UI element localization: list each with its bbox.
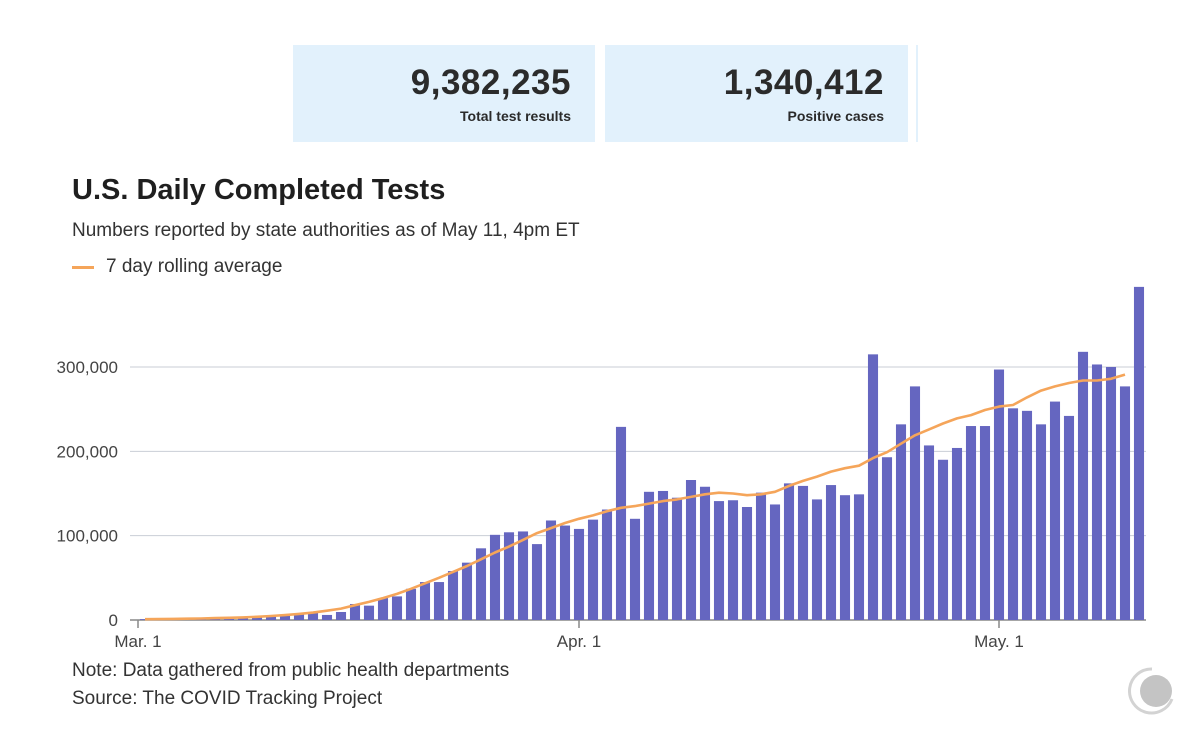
bar xyxy=(643,491,655,620)
bar xyxy=(433,582,445,620)
bar xyxy=(937,459,949,620)
bar xyxy=(461,562,473,620)
bar xyxy=(1021,410,1033,620)
bar xyxy=(1077,351,1089,620)
chart-source: Source: The COVID Tracking Project xyxy=(72,688,383,709)
y-tick-label: 0 xyxy=(109,611,118,630)
total-tests-label: Total test results xyxy=(460,108,571,124)
bar xyxy=(503,532,515,620)
y-tick-label: 200,000 xyxy=(57,442,118,461)
bar xyxy=(531,544,543,620)
positive-cases-card: 1,340,412 Positive cases xyxy=(605,45,908,142)
bar xyxy=(811,499,823,620)
y-tick-label: 100,000 xyxy=(57,527,118,546)
bar xyxy=(881,457,893,620)
bar xyxy=(839,495,851,620)
bar xyxy=(265,616,277,620)
y-tick-label: 300,000 xyxy=(57,358,118,377)
bar xyxy=(867,354,879,620)
bar xyxy=(825,485,837,620)
bar xyxy=(755,492,767,620)
x-tick-label: May. 1 xyxy=(974,632,1024,651)
chart-legend: 7 day rolling average xyxy=(72,256,282,278)
bar xyxy=(1133,286,1145,620)
bar xyxy=(545,520,557,620)
bar xyxy=(853,494,865,620)
total-tests-card: 9,382,235 Total test results xyxy=(293,45,595,142)
positive-cases-label: Positive cases xyxy=(787,108,884,124)
bar xyxy=(965,426,977,620)
x-tick-label: Mar. 1 xyxy=(114,632,161,651)
bar xyxy=(1119,386,1131,620)
bar xyxy=(993,369,1005,620)
bar xyxy=(783,483,795,620)
legend-line-swatch xyxy=(72,265,94,269)
bar xyxy=(1063,415,1075,620)
bar xyxy=(517,531,529,620)
bar xyxy=(629,518,641,620)
bar xyxy=(1049,401,1061,620)
bar xyxy=(363,605,375,620)
bar xyxy=(251,617,263,620)
bar xyxy=(335,611,347,620)
rolling-average-line xyxy=(144,373,1126,621)
bar xyxy=(657,490,669,620)
bar xyxy=(615,426,627,620)
positive-cases-value: 1,340,412 xyxy=(723,63,884,102)
bar xyxy=(293,613,305,620)
bar xyxy=(573,528,585,620)
bar xyxy=(391,596,403,620)
bar xyxy=(139,619,151,620)
bar xyxy=(559,525,571,620)
chart-subtitle: Numbers reported by state authorities as… xyxy=(72,220,580,241)
bar xyxy=(349,603,361,620)
bar xyxy=(741,506,753,620)
bar xyxy=(685,480,697,620)
chart-note: Note: Data gathered from public health d… xyxy=(72,660,510,681)
bar xyxy=(489,534,501,620)
bar xyxy=(909,386,921,620)
bar xyxy=(377,598,389,620)
bar xyxy=(979,426,991,620)
bar xyxy=(951,447,963,620)
bar xyxy=(713,501,725,620)
bar xyxy=(419,582,431,620)
bar xyxy=(923,445,935,620)
bar xyxy=(1105,367,1117,620)
bar xyxy=(321,614,333,620)
bar xyxy=(405,588,417,620)
bar xyxy=(1035,424,1047,620)
bar xyxy=(447,571,459,620)
bar xyxy=(475,548,487,620)
bar xyxy=(1091,364,1103,620)
bar xyxy=(237,617,249,620)
bar xyxy=(727,500,739,620)
legend-label: 7 day rolling average xyxy=(106,256,283,277)
chart-title: U.S. Daily Completed Tests xyxy=(72,174,446,206)
bar xyxy=(769,504,781,620)
bar xyxy=(279,615,291,620)
bar xyxy=(671,497,683,620)
bar xyxy=(601,509,613,620)
card-divider xyxy=(916,45,918,142)
total-tests-value: 9,382,235 xyxy=(410,63,571,102)
covid-tracking-logo xyxy=(1128,667,1174,715)
bar xyxy=(587,519,599,620)
x-tick-label: Apr. 1 xyxy=(557,632,601,651)
bar xyxy=(797,485,809,620)
bar xyxy=(307,611,319,620)
bar xyxy=(895,424,907,620)
bar xyxy=(699,486,711,620)
bar xyxy=(1007,408,1019,620)
